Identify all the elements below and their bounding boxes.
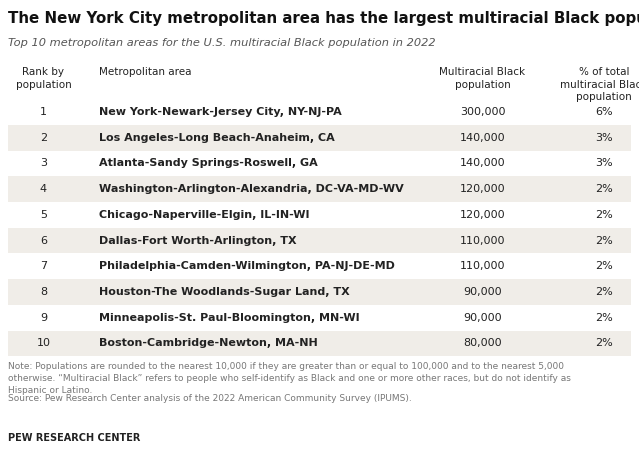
Text: Houston-The Woodlands-Sugar Land, TX: Houston-The Woodlands-Sugar Land, TX xyxy=(99,287,350,297)
Text: 3: 3 xyxy=(40,158,47,169)
Text: 2: 2 xyxy=(40,133,47,143)
Text: 6: 6 xyxy=(40,235,47,246)
Text: 5: 5 xyxy=(40,210,47,220)
Text: Multiracial Black
population: Multiracial Black population xyxy=(440,67,525,90)
Text: Rank by
population: Rank by population xyxy=(15,67,72,90)
Text: Top 10 metropolitan areas for the U.S. multiracial Black population in 2022: Top 10 metropolitan areas for the U.S. m… xyxy=(8,38,435,48)
Text: PEW RESEARCH CENTER: PEW RESEARCH CENTER xyxy=(8,433,140,443)
Text: Boston-Cambridge-Newton, MA-NH: Boston-Cambridge-Newton, MA-NH xyxy=(99,338,318,349)
Text: 110,000: 110,000 xyxy=(459,261,505,272)
Text: 9: 9 xyxy=(40,313,47,323)
Text: 8: 8 xyxy=(40,287,47,297)
Text: Dallas-Fort Worth-Arlington, TX: Dallas-Fort Worth-Arlington, TX xyxy=(99,235,296,246)
Text: % of total
multiracial Black
population: % of total multiracial Black population xyxy=(560,67,639,102)
Text: Minneapolis-St. Paul-Bloomington, MN-WI: Minneapolis-St. Paul-Bloomington, MN-WI xyxy=(99,313,360,323)
Text: 6%: 6% xyxy=(595,107,613,117)
Text: Philadelphia-Camden-Wilmington, PA-NJ-DE-MD: Philadelphia-Camden-Wilmington, PA-NJ-DE… xyxy=(99,261,395,272)
Text: 110,000: 110,000 xyxy=(459,235,505,246)
Text: 2%: 2% xyxy=(595,313,613,323)
Text: 80,000: 80,000 xyxy=(463,338,502,349)
Text: 7: 7 xyxy=(40,261,47,272)
Text: Los Angeles-Long Beach-Anaheim, CA: Los Angeles-Long Beach-Anaheim, CA xyxy=(99,133,335,143)
Text: The New York City metropolitan area has the largest multiracial Black population: The New York City metropolitan area has … xyxy=(8,11,639,26)
Text: 120,000: 120,000 xyxy=(459,184,505,194)
Text: Washington-Arlington-Alexandria, DC-VA-MD-WV: Washington-Arlington-Alexandria, DC-VA-M… xyxy=(99,184,404,194)
Text: 2%: 2% xyxy=(595,287,613,297)
Text: 2%: 2% xyxy=(595,338,613,349)
Text: 1: 1 xyxy=(40,107,47,117)
Text: 2%: 2% xyxy=(595,235,613,246)
Text: 2%: 2% xyxy=(595,184,613,194)
Text: 90,000: 90,000 xyxy=(463,287,502,297)
Text: 140,000: 140,000 xyxy=(459,158,505,169)
Text: 2%: 2% xyxy=(595,210,613,220)
Text: 90,000: 90,000 xyxy=(463,313,502,323)
Text: Source: Pew Research Center analysis of the 2022 American Community Survey (IPUM: Source: Pew Research Center analysis of … xyxy=(8,394,412,403)
Text: 300,000: 300,000 xyxy=(459,107,505,117)
Text: 140,000: 140,000 xyxy=(459,133,505,143)
Text: Note: Populations are rounded to the nearest 10,000 if they are greater than or : Note: Populations are rounded to the nea… xyxy=(8,362,571,395)
Text: 10: 10 xyxy=(36,338,50,349)
Text: 3%: 3% xyxy=(595,133,613,143)
Text: Metropolitan area: Metropolitan area xyxy=(99,67,192,77)
Text: Atlanta-Sandy Springs-Roswell, GA: Atlanta-Sandy Springs-Roswell, GA xyxy=(99,158,318,169)
Text: 4: 4 xyxy=(40,184,47,194)
Text: 120,000: 120,000 xyxy=(459,210,505,220)
Text: Chicago-Naperville-Elgin, IL-IN-WI: Chicago-Naperville-Elgin, IL-IN-WI xyxy=(99,210,309,220)
Text: 2%: 2% xyxy=(595,261,613,272)
Text: 3%: 3% xyxy=(595,158,613,169)
Text: New York-Newark-Jersey City, NY-NJ-PA: New York-Newark-Jersey City, NY-NJ-PA xyxy=(99,107,342,117)
